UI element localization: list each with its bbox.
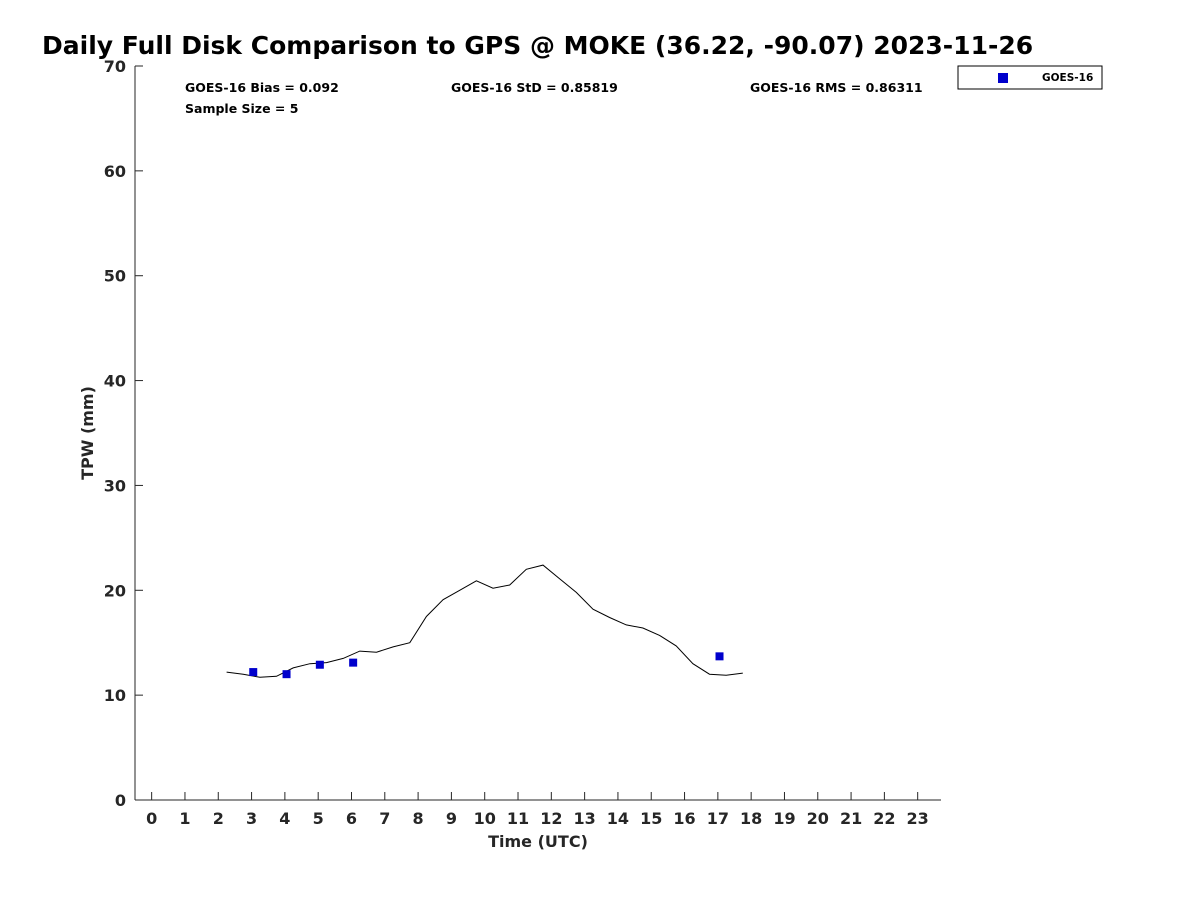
legend-label: GOES-16 bbox=[1042, 72, 1093, 84]
y-tick-label: 70 bbox=[104, 57, 126, 76]
gps-tpw-line bbox=[226, 564, 743, 678]
x-tick-label: 1 bbox=[179, 809, 190, 828]
x-tick-label: 2 bbox=[213, 809, 224, 828]
y-tick-label: 50 bbox=[104, 267, 126, 286]
sample-size-stat: Sample Size = 5 bbox=[185, 101, 298, 116]
legend: GOES-16 bbox=[957, 65, 1103, 90]
legend-box bbox=[957, 65, 1103, 90]
goes16-point bbox=[715, 652, 724, 661]
y-tick-label: 60 bbox=[104, 162, 126, 181]
x-tick-label: 16 bbox=[673, 809, 695, 828]
y-tick-label: 30 bbox=[104, 476, 126, 495]
x-tick-label: 17 bbox=[707, 809, 729, 828]
series-layer bbox=[226, 564, 743, 679]
x-tick-label: 23 bbox=[907, 809, 929, 828]
y-ticks: 0 10 20 30 40 50 60 70 bbox=[104, 57, 143, 810]
goes16-point bbox=[315, 660, 324, 669]
y-tick-label: 10 bbox=[104, 686, 126, 705]
x-tick-label: 14 bbox=[607, 809, 629, 828]
legend-marker bbox=[998, 73, 1008, 83]
x-tick-label: 6 bbox=[346, 809, 357, 828]
x-ticks: 0 1 2 3 4 5 6 7 8 9 10 11 12 13 14 15 16 17 18 19 20 21 22 23 bbox=[146, 792, 929, 828]
bias-stat: GOES-16 Bias = 0.092 bbox=[185, 80, 339, 95]
x-tick-label: 11 bbox=[507, 809, 529, 828]
x-tick-label: 9 bbox=[446, 809, 457, 828]
x-tick-label: 0 bbox=[146, 809, 157, 828]
x-tick-label: 19 bbox=[773, 809, 795, 828]
y-tick-label: 20 bbox=[104, 581, 126, 600]
x-tick-label: 15 bbox=[640, 809, 662, 828]
x-tick-label: 22 bbox=[873, 809, 895, 828]
y-tick-label: 40 bbox=[104, 372, 126, 391]
rms-stat: GOES-16 RMS = 0.86311 bbox=[750, 80, 923, 95]
axes bbox=[134, 66, 941, 801]
std-stat: GOES-16 StD = 0.85819 bbox=[451, 80, 618, 95]
x-tick-label: 10 bbox=[474, 809, 496, 828]
x-tick-label: 18 bbox=[740, 809, 762, 828]
goes16-point bbox=[282, 670, 291, 679]
x-tick-label: 21 bbox=[840, 809, 862, 828]
x-tick-label: 20 bbox=[807, 809, 829, 828]
x-tick-label: 7 bbox=[379, 809, 390, 828]
x-tick-label: 3 bbox=[246, 809, 257, 828]
x-tick-label: 4 bbox=[279, 809, 290, 828]
x-axis-label: Time (UTC) bbox=[488, 832, 588, 851]
x-tick-label: 12 bbox=[540, 809, 562, 828]
x-tick-label: 8 bbox=[413, 809, 424, 828]
x-tick-label: 5 bbox=[313, 809, 324, 828]
x-tick-label: 13 bbox=[573, 809, 595, 828]
y-axis-label: TPW (mm) bbox=[78, 386, 97, 480]
goes16-point bbox=[249, 668, 258, 677]
y-tick-label: 0 bbox=[115, 791, 126, 810]
chart-title: Daily Full Disk Comparison to GPS @ MOKE… bbox=[42, 31, 1033, 60]
goes16-point bbox=[349, 658, 358, 667]
